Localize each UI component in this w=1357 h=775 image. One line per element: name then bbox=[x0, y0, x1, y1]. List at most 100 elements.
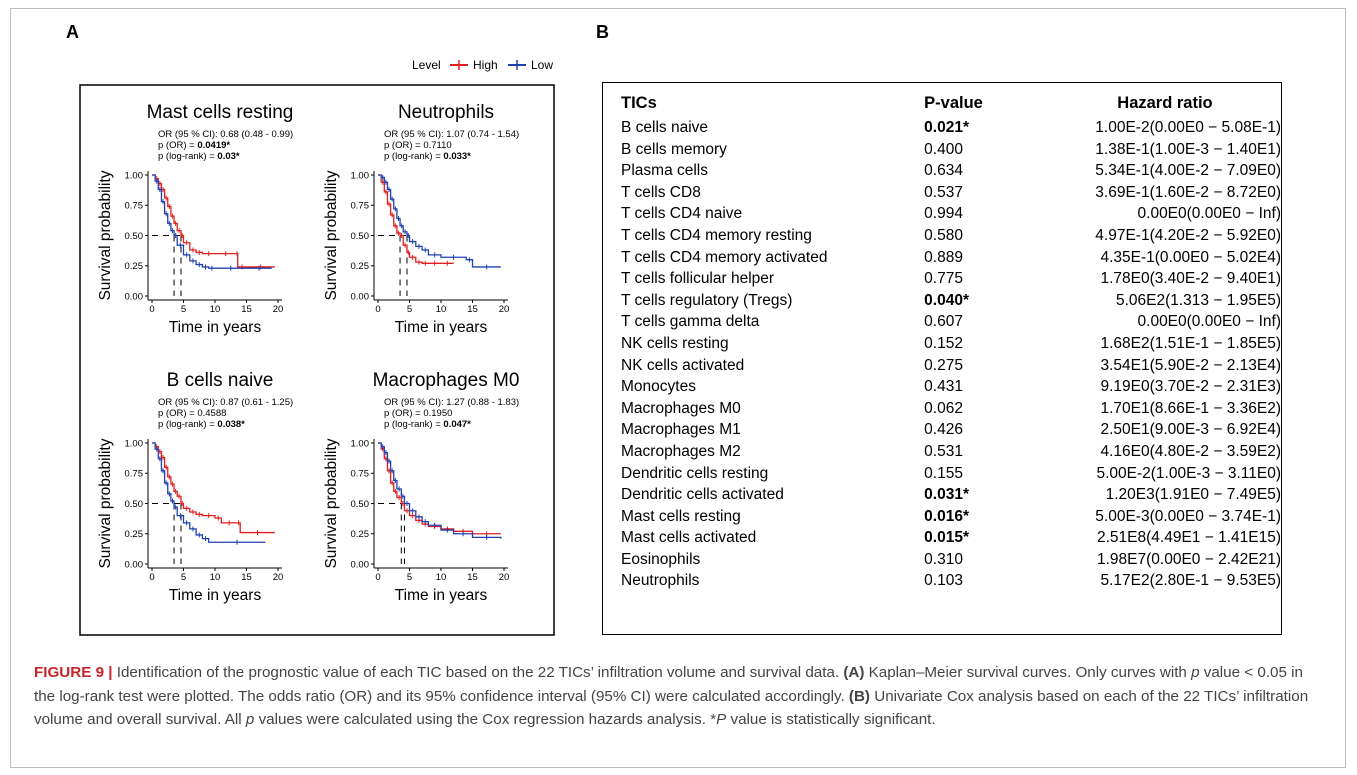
p-value: 0.152 bbox=[924, 334, 963, 352]
km-p-or: p (OR) = 0.1950 bbox=[384, 408, 452, 419]
x-tick-label: 0 bbox=[149, 572, 154, 583]
km-p-or-value: 0.0419* bbox=[197, 140, 230, 151]
caption-segment: value is statistically significant. bbox=[726, 711, 936, 728]
km-p-logrank-value: 0.033* bbox=[443, 151, 471, 162]
x-tick-label: 15 bbox=[467, 304, 478, 315]
caption-segment: (A) bbox=[843, 664, 865, 681]
survival-curve-low bbox=[378, 174, 501, 268]
km-p-or-value: 0.4588 bbox=[197, 408, 226, 419]
x-tick-label: 5 bbox=[181, 304, 186, 315]
survival-curve-high bbox=[152, 442, 275, 534]
caption-segment: value < 0.05 in the log-rank test were p… bbox=[34, 664, 1303, 705]
table-row: Mast cells activated 0.015* 2.51E8(4.49E1 … bbox=[621, 527, 1281, 549]
caption-segment: P bbox=[716, 711, 727, 728]
km-plot: B cells naive OR (95 % CI): 0.87 (0.61 - … bbox=[97, 370, 293, 604]
km-p-or-prefix: p (OR) = bbox=[158, 408, 197, 419]
tic-name: Plasma cells bbox=[621, 162, 708, 180]
table-row: NK cells activated 0.275 3.54E1(5.90E-2 − … bbox=[621, 355, 1281, 377]
hazard-ratio: 9.19E0(3.70E-2 − 2.31E3) bbox=[1100, 378, 1281, 396]
tic-name: T cells CD4 naive bbox=[621, 205, 743, 223]
km-p-logrank-value: 0.03* bbox=[217, 151, 239, 162]
km-p-or-value: 0.7110 bbox=[423, 140, 451, 151]
table-row: Macrophages M1 0.426 2.50E1(9.00E-3 − 6.92… bbox=[621, 419, 1281, 441]
legend-high-key bbox=[450, 60, 468, 70]
tic-name: Monocytes bbox=[621, 378, 696, 396]
km-title: Mast cells resting bbox=[147, 102, 294, 123]
y-tick-label: 1.00 bbox=[351, 170, 370, 181]
x-tick-label: 5 bbox=[407, 304, 412, 315]
hazard-ratio: 1.98E7(0.00E0 − 2.42E21) bbox=[1097, 550, 1281, 568]
y-tick-label: 0.25 bbox=[351, 261, 370, 272]
y-tick-label: 0.50 bbox=[351, 231, 370, 242]
header-hazard-ratio: Hazard ratio bbox=[1117, 94, 1213, 112]
table-row: Plasma cells 0.634 5.34E-1(4.00E-2 − 7.09E… bbox=[621, 160, 1281, 182]
km-title: B cells naive bbox=[167, 370, 274, 391]
km-title: Neutrophils bbox=[398, 102, 494, 123]
tic-name: T cells gamma delta bbox=[621, 313, 760, 331]
cox-table-box: TICs P-value Hazard ratio B cells naive 0… bbox=[602, 82, 1282, 635]
y-tick-label: 0.50 bbox=[351, 499, 370, 510]
x-tick-label: 20 bbox=[499, 304, 510, 315]
km-plot: Macrophages M0 OR (95 % CI): 1.27 (0.88 -… bbox=[323, 370, 519, 604]
hazard-ratio: 5.00E-3(0.00E0 − 3.74E-1) bbox=[1095, 507, 1281, 525]
legend: Level High Low bbox=[412, 58, 553, 72]
km-p-logrank-value: 0.038* bbox=[217, 419, 245, 430]
y-tick-label: 0.25 bbox=[125, 261, 144, 272]
km-p-logrank-prefix: p (log-rank) = bbox=[158, 419, 217, 430]
km-p-or-prefix: p (OR) = bbox=[384, 140, 423, 151]
tic-name: T cells follicular helper bbox=[621, 270, 775, 288]
y-tick-label: 1.00 bbox=[351, 438, 370, 449]
tic-name: NK cells resting bbox=[621, 334, 729, 352]
p-value: 0.275 bbox=[924, 356, 963, 374]
hazard-ratio: 1.70E1(8.66E-1 − 3.36E2) bbox=[1100, 399, 1281, 417]
y-tick-label: 0.75 bbox=[125, 469, 144, 480]
km-p-or-prefix: p (OR) = bbox=[384, 408, 423, 419]
km-or-ci: OR (95 % CI): 1.07 (0.74 - 1.54) bbox=[384, 129, 519, 140]
y-axis-label: Survival probability bbox=[97, 438, 114, 568]
table-row: Dendritic cells activated 0.031* 1.20E3(1.… bbox=[621, 484, 1281, 506]
legend-low-key bbox=[508, 60, 526, 70]
p-value: 0.607 bbox=[924, 313, 963, 331]
km-p-or-prefix: p (OR) = bbox=[158, 140, 197, 151]
p-value: 0.537 bbox=[924, 183, 963, 201]
y-tick-label: 0.25 bbox=[125, 529, 144, 540]
tic-name: Macrophages M2 bbox=[621, 442, 741, 460]
x-tick-label: 5 bbox=[181, 572, 186, 583]
km-or-ci: OR (95 % CI): 1.27 (0.88 - 1.83) bbox=[384, 397, 519, 408]
hazard-ratio: 1.68E2(1.51E-1 − 1.85E5) bbox=[1100, 334, 1281, 352]
p-value: 0.103 bbox=[924, 572, 963, 590]
table-row: T cells CD8 0.537 3.69E-1(1.60E-2 − 8.72E0… bbox=[621, 182, 1281, 204]
x-tick-label: 15 bbox=[241, 572, 252, 583]
y-tick-label: 0.00 bbox=[125, 291, 144, 302]
km-p-or: p (OR) = 0.7110 bbox=[384, 140, 452, 151]
y-tick-label: 1.00 bbox=[125, 438, 144, 449]
km-p-or: p (OR) = 0.4588 bbox=[158, 408, 226, 419]
km-p-logrank: p (log-rank) = 0.038* bbox=[158, 419, 245, 430]
x-tick-label: 20 bbox=[273, 304, 284, 315]
table-row: Macrophages M0 0.062 1.70E1(8.66E-1 − 3.36… bbox=[621, 398, 1281, 420]
km-title: Macrophages M0 bbox=[373, 370, 520, 391]
x-tick-label: 20 bbox=[499, 572, 510, 583]
header-tics: TICs bbox=[621, 94, 657, 112]
table-row: Eosinophils 0.310 1.98E7(0.00E0 − 2.42E21) bbox=[621, 549, 1281, 571]
p-value: 0.580 bbox=[924, 226, 963, 244]
table-row: T cells CD4 naive 0.994 0.00E0(0.00E0 − In… bbox=[621, 203, 1281, 225]
p-value: 0.994 bbox=[924, 205, 963, 223]
panel-a-border bbox=[79, 84, 555, 636]
hazard-ratio: 4.16E0(4.80E-2 − 3.59E2) bbox=[1100, 442, 1281, 460]
tic-name: Macrophages M1 bbox=[621, 421, 741, 439]
y-axis-label: Survival probability bbox=[97, 170, 114, 300]
y-axis-label: Survival probability bbox=[323, 438, 340, 568]
tic-name: Mast cells resting bbox=[621, 507, 741, 525]
table-row: T cells regulatory (Tregs) 0.040* 5.06E2(1… bbox=[621, 290, 1281, 312]
hazard-ratio: 5.17E2(2.80E-1 − 9.53E5) bbox=[1100, 572, 1281, 590]
caption-segment: p bbox=[1191, 664, 1200, 681]
x-tick-label: 15 bbox=[467, 572, 478, 583]
hazard-ratio: 1.38E-1(1.00E-3 − 1.40E1) bbox=[1095, 140, 1281, 158]
tic-name: Dendritic cells resting bbox=[621, 464, 769, 482]
km-p-logrank: p (log-rank) = 0.03* bbox=[158, 151, 240, 162]
table-row: Dendritic cells resting 0.155 5.00E-2(1.00… bbox=[621, 463, 1281, 485]
p-value: 0.031* bbox=[924, 486, 969, 504]
km-plot: Neutrophils OR (95 % CI): 1.07 (0.74 - 1.… bbox=[323, 102, 519, 336]
hazard-ratio: 2.51E8(4.49E1 − 1.41E15) bbox=[1097, 529, 1281, 547]
